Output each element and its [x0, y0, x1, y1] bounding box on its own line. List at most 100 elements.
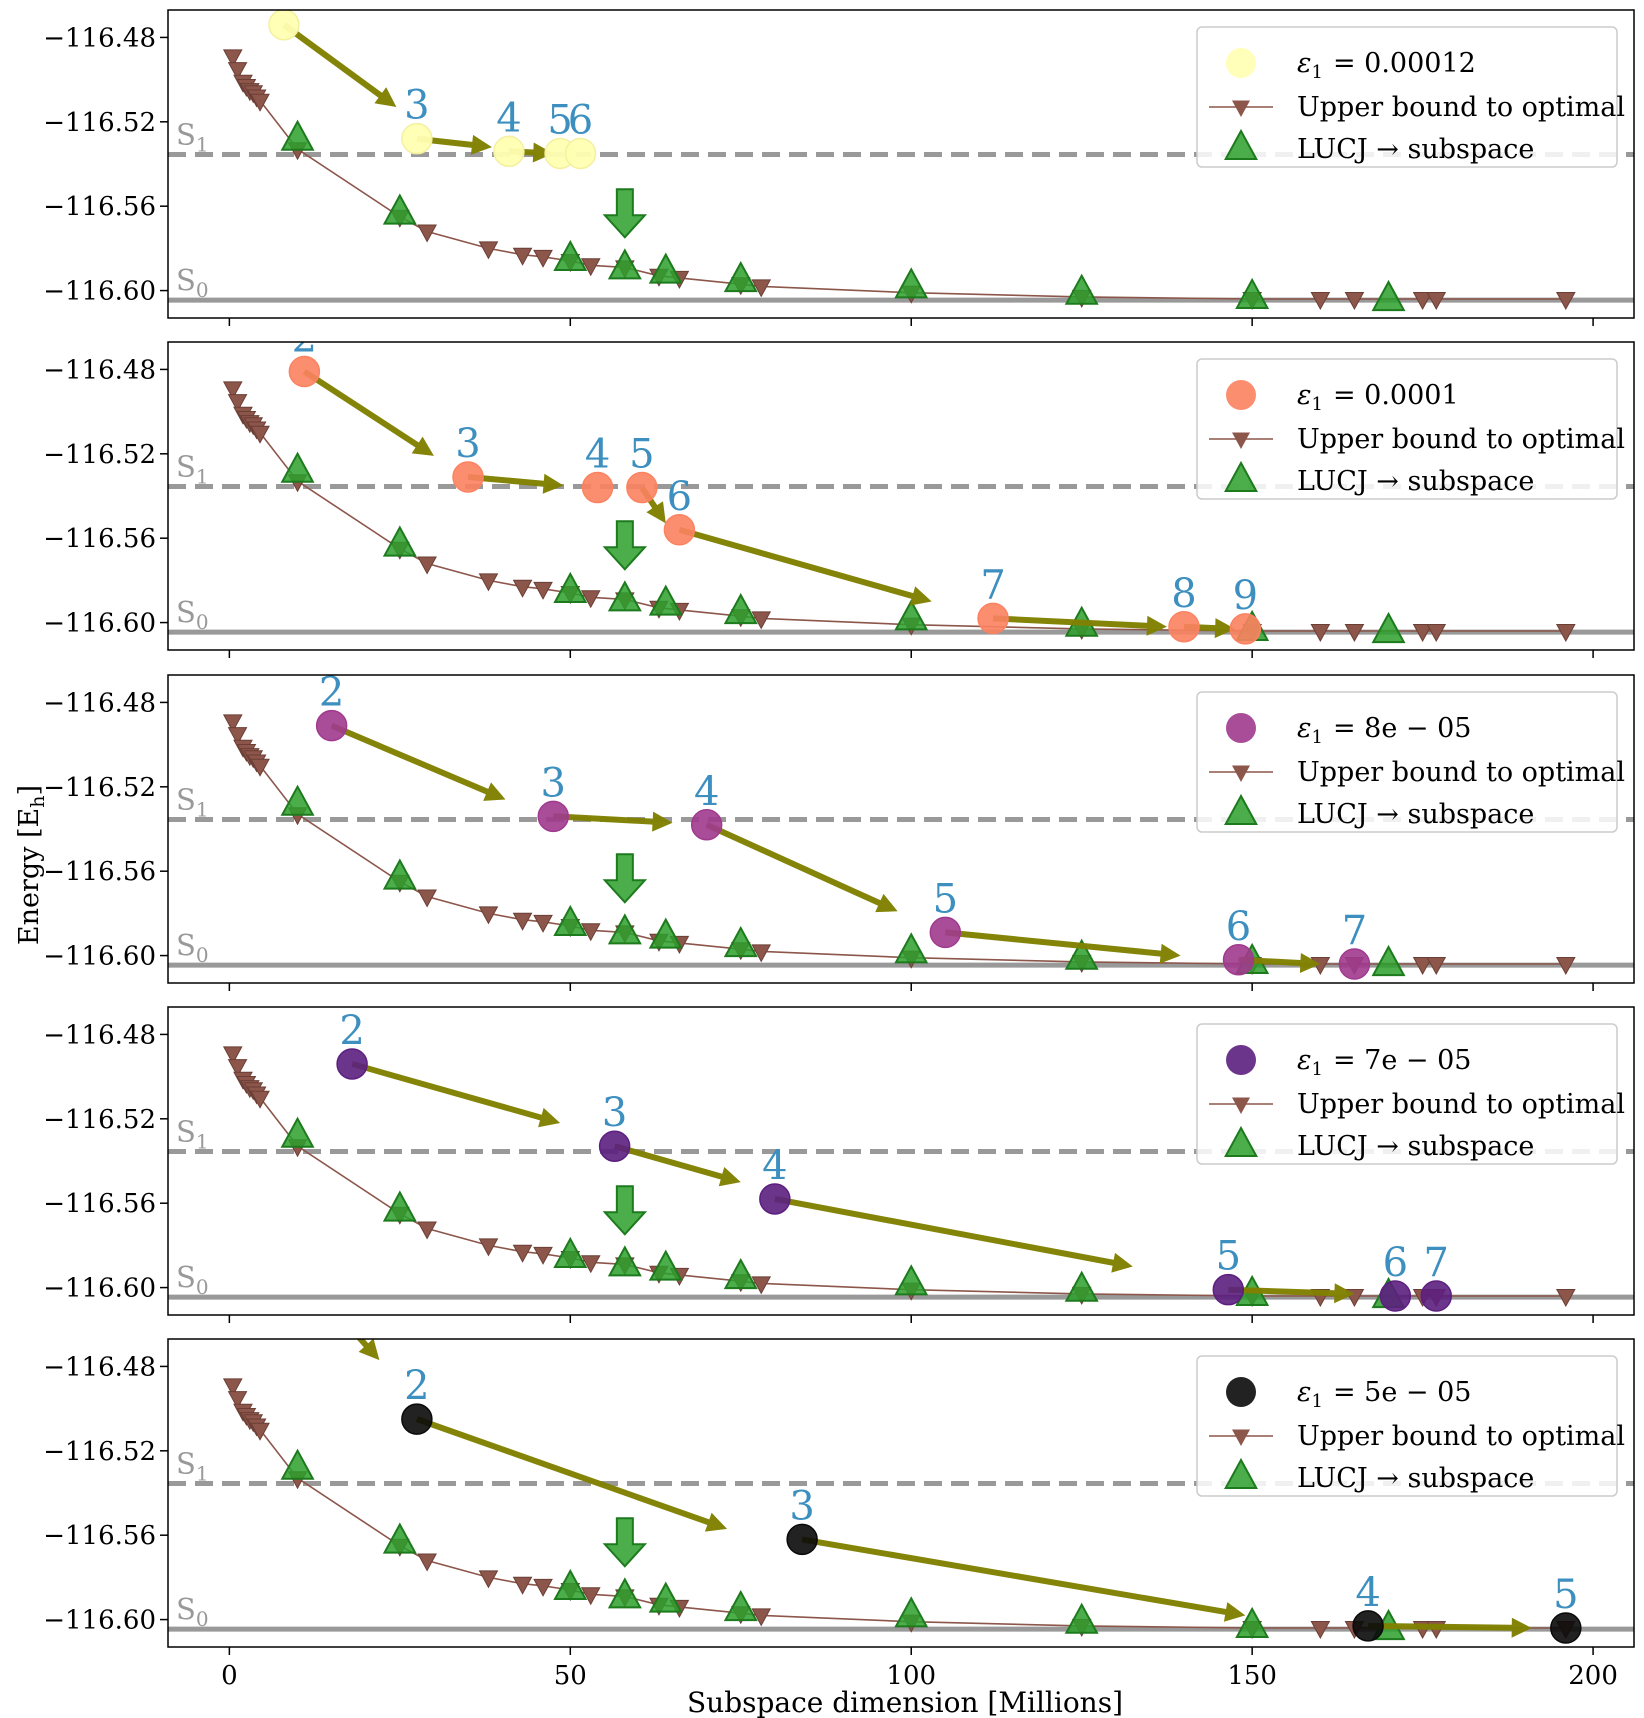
- iteration-point: [690, 809, 723, 841]
- upper-bound-marker: [478, 906, 499, 925]
- legend-label-epsilon: ε1 = 0.00012: [1297, 48, 1476, 83]
- lucj-marker: [382, 193, 417, 225]
- legend-label-lucj: LUCJ → subspace: [1297, 799, 1534, 830]
- upper-bound-marker: [417, 1221, 437, 1240]
- s1-label-main: S: [176, 1447, 196, 1481]
- lucj-marker: [553, 571, 588, 603]
- upper-bound-marker: [222, 49, 243, 68]
- upper-bound-marker: [250, 1422, 270, 1441]
- legend-label-lucj: LUCJ → subspace: [1297, 134, 1534, 165]
- legend-marker-iterations: [1226, 380, 1256, 410]
- upper-bound-marker: [533, 249, 553, 268]
- upper-bound-marker: [1412, 624, 1433, 643]
- legend-marker-iterations: [1226, 713, 1256, 743]
- lucj-marker: [723, 260, 758, 293]
- s1-label: S1: [176, 1447, 209, 1486]
- y-tick-label: −116.56: [43, 524, 156, 554]
- upper-bound-marker: [533, 581, 553, 600]
- iteration-arrow: [302, 369, 434, 456]
- upper-bound-marker: [250, 93, 270, 112]
- legend: ε1 = 0.0001 Upper bound to optimal LUCJ → s…: [1196, 358, 1625, 500]
- s1-label-subscript: 1: [196, 1462, 209, 1486]
- upper-bound-marker: [227, 1391, 248, 1410]
- lucj-marker: [607, 248, 642, 280]
- iteration-arrow: [416, 134, 492, 155]
- legend-marker-iterations: [1226, 1045, 1256, 1075]
- iteration-label: 4: [1355, 1570, 1380, 1616]
- lucj-marker: [648, 252, 683, 284]
- legend-label-upper-bound: Upper bound to optimal: [1297, 92, 1625, 123]
- legend-label-lucj: LUCJ → subspace: [1297, 1463, 1534, 1494]
- upper-bound-marker: [417, 1553, 437, 1572]
- y-tick-label: −116.56: [43, 192, 156, 222]
- lucj-marker: [1235, 277, 1270, 309]
- upper-bound-marker: [580, 258, 601, 277]
- upper-bound-marker: [1555, 292, 1576, 311]
- iteration-point: [759, 1183, 791, 1215]
- y-tick-label: −116.52: [43, 1437, 156, 1467]
- s0-label-main: S: [176, 1592, 196, 1626]
- iteration-arrow: [1368, 1617, 1532, 1638]
- iteration-arrow: [553, 811, 673, 832]
- lucj-marker: [894, 932, 929, 964]
- s0-label: S0: [176, 1592, 209, 1631]
- iteration-label: 5: [933, 876, 958, 922]
- lucj-marker: [723, 925, 758, 958]
- iteration-label: 2: [319, 670, 344, 716]
- s0-label-subscript: 0: [196, 1607, 209, 1631]
- lucj-marker: [1064, 938, 1099, 970]
- iteration-point: [929, 916, 962, 949]
- x-tick-label: 200: [1568, 1661, 1618, 1691]
- legend-marker-lucj: [1224, 128, 1258, 161]
- panel-frame: [167, 674, 1635, 984]
- lead-in-arrow: [315, 987, 331, 1003]
- s1-label-subscript: 1: [196, 465, 209, 489]
- legend-box: [1196, 358, 1618, 500]
- legend-marker-upper-bound: [1232, 100, 1250, 117]
- panel-1: S1S034562−116.48−116.52−116.56−116.60ε1=…: [43, 9, 1635, 326]
- s1-label-main: S: [176, 118, 196, 152]
- iteration-arrow: [945, 929, 1181, 964]
- x-tick-label: 150: [1227, 1661, 1277, 1691]
- legend-epsilon-symbol: ε: [1297, 48, 1312, 79]
- s0-label-subscript: 0: [196, 278, 209, 302]
- legend-box: [1196, 1023, 1618, 1165]
- s1-label: S1: [176, 783, 209, 822]
- iteration-label: 4: [496, 95, 521, 141]
- iteration-arrow: [1228, 1283, 1355, 1304]
- iteration-label: 6: [1226, 904, 1251, 950]
- legend-marker-upper-bound: [1232, 1429, 1250, 1446]
- lucj-marker: [894, 1264, 929, 1296]
- iteration-point: [537, 800, 570, 833]
- y-axis-label-main: Energy [E: [14, 808, 45, 945]
- lucj-highlight-arrow: [602, 520, 648, 571]
- upper-bound-marker: [222, 1378, 243, 1397]
- legend-epsilon-subscript: 1: [1312, 727, 1323, 748]
- iteration-arrow: [282, 22, 397, 107]
- y-tick-label: −116.60: [43, 942, 156, 972]
- y-tick-label: −116.56: [43, 1521, 156, 1551]
- iteration-arrow: [613, 1143, 741, 1187]
- iteration-arrow: [508, 142, 554, 163]
- legend: ε1 = 7e − 05 Upper bound to optimal LUCJ → …: [1196, 1023, 1625, 1165]
- iteration-label: 7: [980, 562, 1005, 608]
- legend-epsilon-symbol: ε: [1297, 1377, 1312, 1408]
- lucj-marker: [280, 119, 315, 151]
- upper-bound-marker: [580, 590, 601, 609]
- lucj-marker: [607, 913, 642, 945]
- y-tick-label: −116.60: [43, 1274, 156, 1304]
- s1-label-subscript: 1: [196, 1130, 209, 1154]
- plot-area: S1S034562: [168, 10, 1634, 312]
- y-axis-label: Energy [Eh]: [14, 785, 49, 945]
- lucj-marker: [280, 784, 315, 816]
- legend-epsilon-value: = 8e − 05: [1333, 713, 1472, 744]
- lucj-highlight-arrow: [602, 1185, 648, 1236]
- upper-bound-marker: [227, 727, 248, 746]
- lucj-marker: [894, 1596, 929, 1628]
- upper-bound-marker: [1555, 624, 1576, 643]
- iteration-label: 7: [1342, 908, 1367, 954]
